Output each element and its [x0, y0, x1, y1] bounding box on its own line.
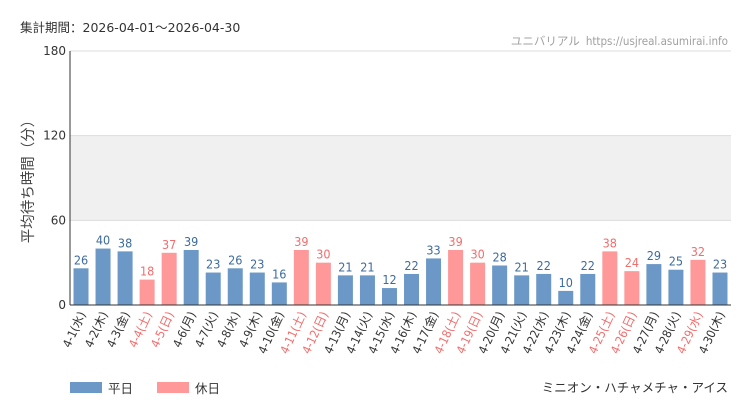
bar [558, 290, 574, 305]
value-label: 39 [294, 234, 308, 249]
value-label: 40 [96, 233, 110, 248]
bar [492, 265, 508, 305]
bar [426, 258, 442, 305]
y-tick-label: 120 [43, 129, 66, 143]
attraction-name: ミニオン・ハチャメチャ・アイス [541, 380, 728, 395]
legend: 平日 休日 [70, 378, 244, 397]
bar [712, 272, 728, 305]
value-label: 39 [448, 234, 462, 249]
value-label: 24 [625, 255, 639, 270]
shaded-range-band [70, 135, 731, 221]
legend-label-holiday: 休日 [195, 381, 221, 396]
value-label: 22 [537, 258, 551, 273]
value-label: 12 [382, 272, 396, 287]
bar [602, 251, 618, 305]
value-label: 28 [492, 249, 506, 264]
bar [161, 252, 177, 305]
bar [514, 275, 530, 305]
bar [470, 262, 486, 305]
y-tick-label: 60 [51, 213, 66, 227]
bar [337, 275, 353, 305]
bar [690, 259, 706, 305]
value-label: 38 [118, 235, 132, 250]
value-label: 25 [669, 254, 683, 269]
value-label: 37 [162, 237, 176, 252]
grid-lines [70, 50, 731, 221]
source-url: https://usjreal.asumirai.info [585, 34, 728, 48]
bar [227, 268, 243, 305]
value-label: 39 [184, 234, 198, 249]
shaded-band [70, 135, 731, 221]
bars [73, 248, 728, 305]
value-label: 22 [404, 258, 418, 273]
bar [668, 269, 684, 305]
y-tick-label: 0 [58, 298, 66, 312]
bar [139, 279, 155, 305]
bar [249, 272, 265, 305]
y-tick-labels: 0 60 120 180 [43, 44, 66, 312]
bar [580, 273, 596, 305]
value-label: 22 [581, 258, 595, 273]
value-label: 18 [140, 264, 154, 279]
bar [95, 248, 111, 305]
bar [624, 271, 640, 305]
bar [646, 264, 662, 305]
y-tick-label: 180 [43, 44, 66, 58]
bar [183, 249, 199, 305]
bar [73, 268, 89, 305]
value-label: 26 [74, 252, 88, 267]
value-label: 23 [250, 257, 264, 272]
legend-swatch-holiday [157, 382, 190, 393]
value-label: 30 [316, 247, 330, 262]
bar [404, 273, 420, 305]
value-label: 10 [559, 275, 573, 290]
value-label: 32 [691, 244, 705, 259]
bar [117, 251, 133, 305]
legend-label-weekday: 平日 [108, 381, 134, 396]
bar [381, 288, 397, 305]
bar [448, 249, 464, 305]
source-credit: ユニバリアル https://usjreal.asumirai.info [511, 33, 728, 49]
value-label: 16 [272, 266, 286, 281]
bar [359, 275, 375, 305]
value-label: 23 [206, 257, 220, 272]
value-label: 38 [603, 235, 617, 250]
value-label: 21 [515, 259, 529, 274]
value-labels: 26 40 38 18 37 39 23 26 23 16 39 30 21 21 12 22 33 39 30 28… [74, 233, 727, 290]
bar [536, 273, 552, 305]
legend-item-weekday: 平日 [70, 378, 133, 397]
source-name: ユニバリアル [510, 34, 580, 48]
bar [315, 262, 331, 305]
value-label: 33 [426, 242, 440, 257]
value-label: 29 [647, 248, 661, 263]
collection-period: 集計期間：2026-04-01～2026-04-30 [20, 20, 241, 35]
bar [271, 282, 287, 305]
value-label: 21 [360, 259, 374, 274]
x-tick-labels: 4-1(水)4-2(木)4-3(金)4-4(土)4-5(日)4-6(月)4-7(… [60, 309, 728, 356]
legend-item-holiday: 休日 [157, 378, 220, 397]
legend-swatch-weekday [70, 382, 102, 393]
value-label: 30 [470, 247, 484, 262]
axes [69, 51, 731, 306]
bar [205, 272, 221, 305]
value-label: 23 [713, 257, 727, 272]
value-label: 26 [228, 252, 242, 267]
value-label: 21 [338, 259, 352, 274]
y-axis-title: 平均待ち時間（分） [20, 113, 37, 244]
bar [293, 249, 309, 305]
